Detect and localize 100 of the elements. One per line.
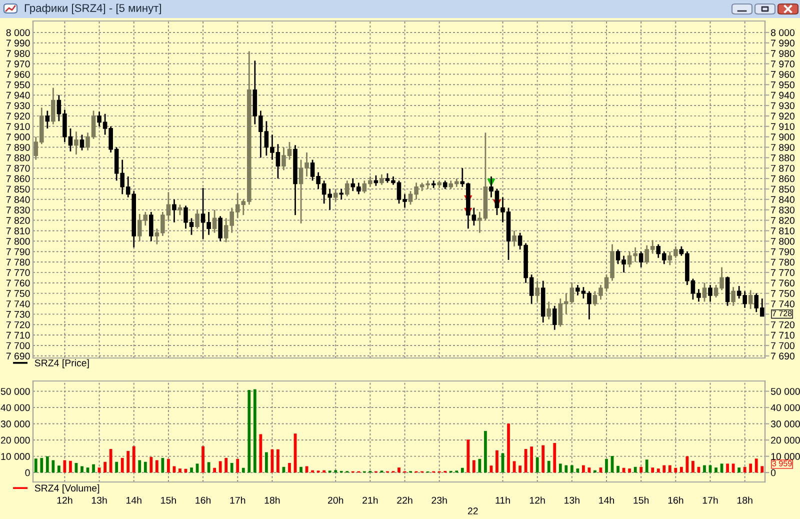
bar — [680, 466, 683, 473]
y-tick-label: 8 000 — [6, 29, 30, 36]
y2-tick-label: 7 800 — [771, 238, 795, 245]
candlestick — [638, 250, 644, 268]
y-tick-label: 7 760 — [6, 280, 30, 286]
y2-tick-label: 7 860 — [771, 175, 795, 182]
y-tick-label: 7 870 — [6, 164, 30, 172]
bar — [230, 462, 234, 473]
candlestick — [80, 134, 84, 152]
y-tick-label: 7 780 — [6, 258, 30, 266]
y-tick-label: 7 910 — [6, 123, 30, 130]
bar — [496, 450, 498, 473]
y2-tick-label: 8 000 — [770, 29, 795, 36]
bar — [605, 458, 608, 473]
x-tick-label: 16h — [668, 496, 684, 504]
y-tick-label: 50 000 — [0, 388, 30, 395]
chart-title: Графики [SRZ4] - [5 минут] — [24, 4, 161, 14]
x-tick-label: 14h — [126, 496, 142, 504]
bar — [311, 470, 314, 473]
bar — [558, 464, 562, 473]
y2-tick-label: 7 880 — [771, 154, 795, 162]
bar — [120, 458, 124, 473]
y2-tick-label: 7 850 — [771, 186, 795, 193]
bar — [692, 460, 694, 473]
bar — [236, 458, 240, 473]
x-tick-label: 13h — [564, 496, 580, 504]
y2-tick-label: 7 820 — [771, 217, 795, 224]
y-tick-label: 7 890 — [6, 144, 30, 151]
x-tick-label: 23h — [432, 496, 447, 504]
candlestick — [374, 174, 378, 187]
bar — [668, 465, 672, 473]
y2-tick-label: 7 910 — [771, 123, 795, 130]
candlestick — [333, 188, 338, 202]
y-tick-label: 20 000 — [0, 436, 30, 444]
y-tick-label: 7 940 — [6, 92, 30, 99]
y2-tick-label: 7 930 — [771, 102, 795, 110]
y-tick-label: 7 750 — [6, 290, 30, 297]
bar — [46, 456, 49, 473]
bar — [645, 460, 648, 473]
bar — [743, 466, 746, 473]
y-tick-label: 7 800 — [6, 238, 30, 245]
y-tick-label: 7 810 — [6, 227, 30, 234]
y2-tick-label: 7 750 — [771, 290, 795, 297]
y-tick-label: 7 720 — [6, 321, 30, 328]
bar — [242, 468, 245, 473]
bar — [40, 458, 44, 473]
y-tick-label: 7 770 — [6, 269, 30, 276]
candlestick — [172, 198, 176, 224]
candlestick — [546, 300, 552, 320]
bar — [224, 458, 228, 473]
bar — [466, 440, 470, 473]
bar — [161, 458, 164, 473]
y-tick-label: 30 000 — [0, 420, 30, 428]
bar — [594, 470, 596, 473]
bar — [564, 465, 568, 473]
bar — [213, 468, 216, 473]
y-tick-label: 7 960 — [6, 70, 30, 78]
x-tick-label: 11h — [496, 496, 510, 504]
y2-tick-label: 7 980 — [771, 50, 795, 57]
bar — [276, 449, 280, 473]
bar — [634, 466, 637, 473]
bar — [726, 464, 729, 473]
y2-tick-label: 7 990 — [771, 40, 795, 47]
bar — [651, 468, 654, 473]
bar — [674, 468, 678, 473]
candlestick — [51, 87, 56, 125]
bar — [542, 445, 545, 473]
bar — [460, 468, 464, 473]
y2-tick-label: 7 970 — [771, 60, 795, 68]
candlestick — [212, 209, 217, 234]
x-tick-label: 18h — [264, 496, 280, 504]
bar — [138, 460, 142, 473]
bar — [92, 464, 95, 473]
y-tick-label: 7 950 — [6, 81, 30, 88]
bar — [155, 460, 158, 473]
bar — [570, 465, 574, 473]
y2-tick-label: 7 900 — [771, 134, 795, 140]
candlestick — [512, 230, 516, 248]
y2-tick-label: 7 770 — [771, 269, 795, 276]
y2-tick-label: 7 890 — [771, 144, 795, 151]
bar — [547, 460, 550, 473]
candlestick — [702, 282, 707, 302]
legend-label: SRZ4 [Price] — [34, 359, 89, 368]
y-tick-label: 7 820 — [6, 217, 30, 224]
candlestick — [344, 180, 350, 197]
y-tick-label: 7 990 — [6, 40, 30, 47]
x-tick-label: 22h — [397, 496, 412, 504]
bar — [126, 450, 130, 473]
y-tick-label: 40 000 — [0, 404, 30, 412]
y2-tick-label: 7 840 — [771, 196, 795, 204]
bar — [57, 466, 60, 473]
bar — [259, 434, 262, 473]
bar — [576, 468, 580, 473]
y-tick-label: 7 850 — [6, 186, 30, 193]
x-axis-title: 22 — [468, 508, 478, 514]
candlestick — [339, 188, 344, 200]
y-tick-label: 7 930 — [6, 102, 30, 110]
bar — [582, 465, 585, 473]
bar — [518, 466, 522, 473]
x-tick-label: 12h — [57, 496, 72, 504]
